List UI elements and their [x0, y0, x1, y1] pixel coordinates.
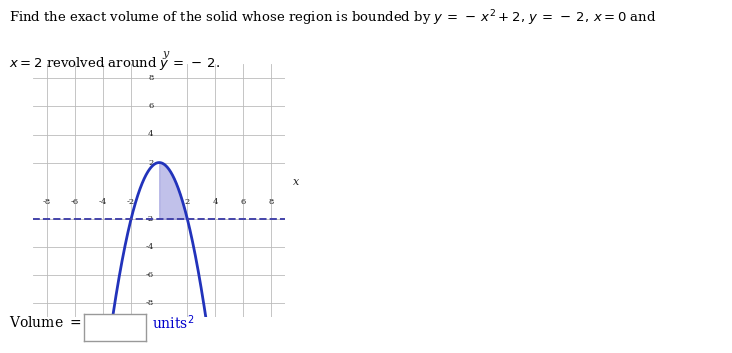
Text: units$^2$: units$^2$ — [152, 314, 194, 332]
Text: Find the exact volume of the solid whose region is bounded by $y\,=\,-\,x^2+2,\,: Find the exact volume of the solid whose… — [9, 9, 657, 29]
Text: Volume $=$: Volume $=$ — [9, 316, 81, 330]
Text: x: x — [293, 177, 299, 187]
Text: -6: -6 — [71, 198, 79, 206]
Text: 6: 6 — [149, 102, 154, 110]
Text: ↻: ↻ — [0, 352, 1, 353]
Text: -2: -2 — [146, 215, 154, 223]
Text: 2: 2 — [149, 158, 154, 167]
Text: -6: -6 — [146, 271, 154, 279]
Text: -4: -4 — [145, 243, 154, 251]
Text: y: y — [163, 49, 169, 59]
Text: 4: 4 — [212, 198, 218, 206]
Text: -4: -4 — [99, 198, 108, 206]
Text: 2: 2 — [184, 198, 190, 206]
Text: -8: -8 — [146, 299, 154, 307]
Text: 4: 4 — [148, 131, 154, 138]
Text: -8: -8 — [43, 198, 51, 206]
Text: 6: 6 — [241, 198, 246, 206]
Text: -2: -2 — [127, 198, 135, 206]
Text: 8: 8 — [148, 74, 154, 82]
Text: 8: 8 — [269, 198, 274, 206]
Text: $x=2$ revolved around $y\,=\,-\,2$.: $x=2$ revolved around $y\,=\,-\,2$. — [9, 55, 220, 72]
